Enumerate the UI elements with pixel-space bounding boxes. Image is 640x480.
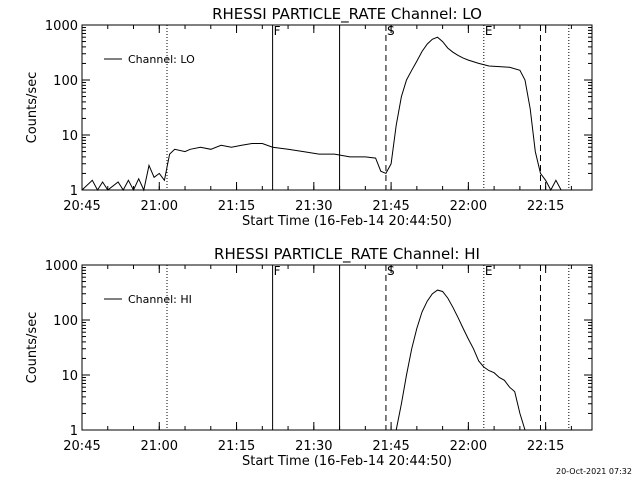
panel-2-x-tick-label: 21:00: [141, 439, 178, 454]
footer-timestamp: 20-Oct-2021 07:32: [556, 467, 632, 476]
panel-1-series-line: [81, 36, 562, 192]
panel-2-y-tick-label: 1: [70, 424, 78, 439]
panel-2-x-tick-label: 21:15: [218, 439, 255, 454]
panel-2-event-marker-label: F: [274, 264, 281, 278]
panel-2-event-marker-label: S: [387, 264, 395, 278]
panel-2-title: RHESSI PARTICLE_RATE Channel: HI: [214, 245, 480, 264]
panel-2-y-tick-label: 100: [53, 314, 78, 329]
panel-1-event-marker-label: E: [485, 24, 493, 38]
panel-1-y-tick-label: 100: [53, 74, 78, 89]
panel-1-y-tick-label: 10: [61, 129, 78, 144]
panel-2-x-tick-label: 21:30: [295, 439, 332, 454]
panel-2-y-axis-label: Counts/sec: [25, 312, 40, 384]
panel-2-x-tick-label: 22:00: [450, 439, 487, 454]
panel-1-x-tick-label: 20:45: [63, 199, 100, 214]
panel-2-x-tick-label: 22:15: [527, 439, 564, 454]
panel-2-legend-label: Channel: HI: [128, 293, 192, 306]
panel-2-x-tick-label: 21:45: [372, 439, 409, 454]
panel-1-event-marker-label: S: [387, 24, 395, 38]
panel-2-series-line: [395, 289, 526, 431]
panel-1-x-axis-label: Start Time (16-Feb-14 20:44:50): [242, 214, 452, 229]
panel-1-y-tick-label: 1: [70, 184, 78, 199]
panel-1-y-axis-label: Counts/sec: [25, 72, 40, 144]
panel-1-x-tick-label: 21:45: [372, 199, 409, 214]
panel-1-x-tick-label: 21:30: [295, 199, 332, 214]
panel-1-axes-frame: [81, 24, 593, 191]
panel-2-x-axis-label: Start Time (16-Feb-14 20:44:50): [242, 454, 452, 469]
panel-1-x-tick-label: 22:00: [450, 199, 487, 214]
panel-2-y-tick-label: 10: [61, 369, 78, 384]
panel-1-y-tick-label: 1000: [45, 19, 78, 34]
panel-1-title: RHESSI PARTICLE_RATE Channel: LO: [212, 5, 482, 24]
panel-1-x-tick-label: 21:15: [218, 199, 255, 214]
panel-2-axes-frame: [81, 264, 593, 431]
panel-2-x-tick-label: 20:45: [63, 439, 100, 454]
panel-1-x-tick-label: 21:00: [141, 199, 178, 214]
panel-1-legend-label: Channel: LO: [128, 53, 195, 66]
panel-2-y-tick-label: 1000: [45, 259, 78, 274]
panel-1-x-tick-label: 22:15: [527, 199, 564, 214]
panel-2-event-marker-label: E: [485, 264, 493, 278]
panel-1-event-marker-label: F: [274, 24, 281, 38]
